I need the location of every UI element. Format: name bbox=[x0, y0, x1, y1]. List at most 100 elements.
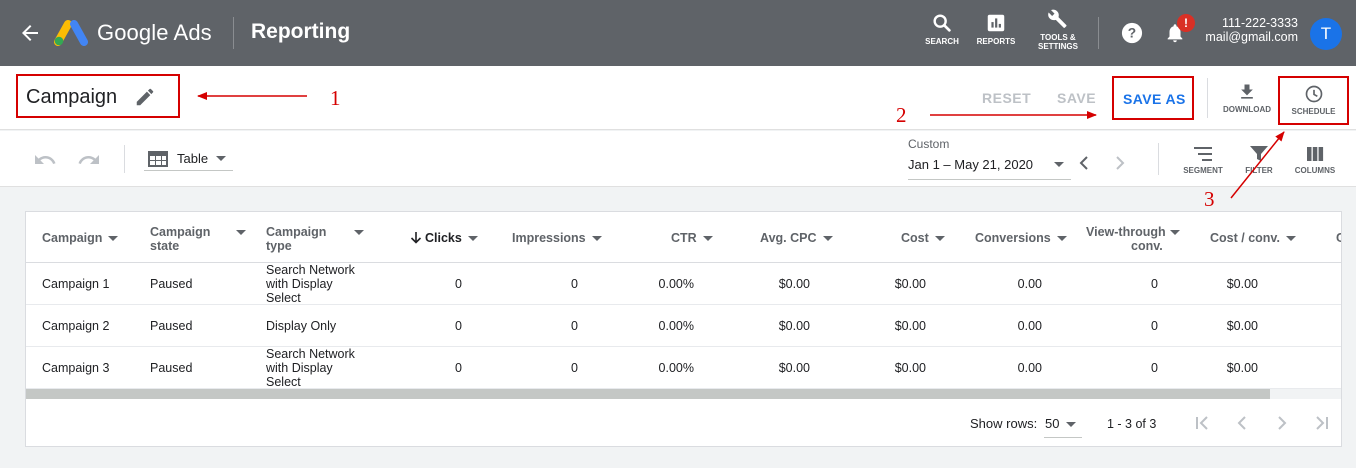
download-button[interactable]: DOWNLOAD bbox=[1220, 82, 1274, 114]
cell-ctr: 0.00% bbox=[658, 277, 694, 291]
column-header-clicks[interactable]: Clicks bbox=[410, 231, 478, 245]
redo-icon[interactable] bbox=[77, 148, 101, 172]
cell-campaign[interactable]: Campaign 2 bbox=[42, 319, 110, 333]
next-page-icon[interactable] bbox=[1272, 413, 1292, 433]
schedule-button[interactable]: SCHEDULE bbox=[1283, 84, 1344, 116]
reports-tool-button[interactable]: REPORTS bbox=[974, 12, 1018, 46]
column-header-label: Impressions bbox=[512, 231, 586, 245]
column-header-label: Campaign bbox=[266, 225, 327, 239]
cell-cost-per-conv: $0.00 bbox=[1226, 361, 1258, 375]
show-rows-label: Show rows: bbox=[970, 416, 1038, 431]
columns-label: COLUMNS bbox=[1294, 166, 1336, 175]
cell-impressions: 0 bbox=[571, 319, 578, 333]
column-header-conversions[interactable]: Conversions bbox=[975, 231, 1067, 245]
tools-settings-button[interactable]: TOOLS & SETTINGS bbox=[1035, 8, 1081, 51]
cell-avg-cpc: $0.00 bbox=[778, 361, 810, 375]
sort-caret-icon bbox=[1285, 236, 1296, 242]
toolbar-divider-right bbox=[1158, 143, 1159, 175]
annotation-box-schedule: SCHEDULE bbox=[1278, 76, 1349, 125]
cell-type-line: Search Network bbox=[266, 263, 355, 277]
help-icon[interactable]: ? bbox=[1121, 22, 1143, 44]
rows-per-page-dropdown[interactable]: 50 bbox=[1044, 412, 1082, 438]
cell-state: Paused bbox=[150, 319, 193, 333]
table-header: Campaign Campaign state Campaign type Clic… bbox=[26, 212, 1341, 263]
last-page-icon[interactable] bbox=[1312, 413, 1332, 433]
cell-type-line: Select bbox=[266, 291, 301, 305]
sort-caret-icon bbox=[467, 236, 478, 242]
cell-conversions: 0.00 bbox=[1017, 277, 1042, 291]
table-row[interactable]: Campaign 3 Paused Search Network with Dis… bbox=[26, 347, 1341, 389]
chevron-down-icon bbox=[1054, 162, 1064, 167]
scrollbar-thumb[interactable] bbox=[26, 389, 1270, 399]
column-header-view-through-conv[interactable]: View-through conv. bbox=[1086, 225, 1186, 253]
cell-state: Paused bbox=[150, 361, 193, 375]
sort-caret-icon bbox=[1170, 230, 1180, 235]
column-header-ctr[interactable]: CTR bbox=[671, 231, 713, 245]
avatar[interactable]: T bbox=[1310, 18, 1342, 50]
column-header-campaign[interactable]: Campaign bbox=[42, 231, 119, 245]
column-header-label: Clicks bbox=[425, 231, 462, 245]
search-tool-button[interactable]: SEARCH bbox=[922, 12, 962, 46]
account-email: mail@gmail.com bbox=[1205, 30, 1298, 44]
cell-cost-per-conv: $0.00 bbox=[1226, 319, 1258, 333]
column-header-campaign-type[interactable]: Campaign type bbox=[266, 225, 366, 253]
pencil-edit-icon[interactable] bbox=[134, 86, 156, 108]
cell-ctr: 0.00% bbox=[658, 319, 694, 333]
column-header-campaign-state[interactable]: Campaign state bbox=[150, 225, 250, 253]
cell-avg-cpc: $0.00 bbox=[778, 277, 810, 291]
cell-type-line: Select bbox=[266, 375, 301, 389]
previous-page-icon[interactable] bbox=[1232, 413, 1252, 433]
annotation-number-2: 2 bbox=[896, 103, 907, 127]
column-header-cost-per-conv[interactable]: Cost / conv. bbox=[1210, 231, 1296, 245]
column-header-truncated[interactable]: C bbox=[1336, 231, 1341, 245]
cell-campaign[interactable]: Campaign 3 bbox=[42, 361, 110, 375]
toolbar-divider bbox=[124, 145, 125, 173]
annotation-box-save-as: SAVE AS bbox=[1112, 76, 1194, 120]
segment-button[interactable]: SEGMENT bbox=[1176, 145, 1230, 175]
reset-button[interactable]: RESET bbox=[982, 90, 1032, 106]
cell-type-line: with Display bbox=[266, 277, 333, 291]
report-title: Campaign bbox=[26, 86, 118, 108]
view-type-label: Table bbox=[177, 151, 209, 166]
column-header-label: CTR bbox=[671, 231, 697, 245]
column-header-label: conv. bbox=[1131, 239, 1163, 253]
date-range-dropdown[interactable]: Jan 1 – May 21, 2020 bbox=[908, 154, 1071, 180]
column-header-label: View-through bbox=[1086, 225, 1166, 239]
sort-caret-icon bbox=[108, 236, 119, 242]
filter-button[interactable]: FILTER bbox=[1236, 145, 1282, 175]
cell-conversions: 0.00 bbox=[1017, 361, 1042, 375]
search-tool-label: SEARCH bbox=[925, 37, 959, 46]
schedule-label: SCHEDULE bbox=[1291, 107, 1336, 116]
undo-icon[interactable] bbox=[33, 148, 57, 172]
next-period-icon[interactable] bbox=[1113, 155, 1127, 171]
previous-period-icon[interactable] bbox=[1077, 155, 1091, 171]
horizontal-scrollbar[interactable] bbox=[26, 389, 1341, 399]
chevron-down-icon bbox=[216, 156, 226, 161]
download-icon bbox=[1241, 84, 1253, 99]
cell-type-line: Search Network bbox=[266, 347, 355, 361]
account-info[interactable]: 111-222-3333 mail@gmail.com bbox=[1205, 16, 1298, 44]
first-page-icon[interactable] bbox=[1192, 413, 1212, 433]
cell-cost: $0.00 bbox=[894, 319, 926, 333]
view-type-dropdown[interactable]: Table bbox=[144, 147, 233, 171]
column-header-label: Cost / conv. bbox=[1210, 231, 1280, 245]
sort-caret-icon bbox=[702, 236, 713, 242]
save-button[interactable]: SAVE bbox=[1057, 90, 1097, 106]
sort-caret-icon bbox=[1056, 236, 1067, 242]
cell-ctr: 0.00% bbox=[658, 361, 694, 375]
table-row[interactable]: Campaign 2 Paused Display Only 0 0 0.00%… bbox=[26, 305, 1341, 347]
save-as-button[interactable]: SAVE AS bbox=[1123, 91, 1186, 107]
table-row[interactable]: Campaign 1 Paused Search Network with Dis… bbox=[26, 263, 1341, 305]
report-title-bar: Campaign RESET SAVE SAVE AS DOWNLOAD SCH… bbox=[0, 66, 1356, 130]
column-header-avg-cpc[interactable]: Avg. CPC bbox=[760, 231, 833, 245]
search-icon bbox=[933, 14, 951, 32]
column-header-cost[interactable]: Cost bbox=[901, 231, 945, 245]
back-arrow-icon[interactable] bbox=[18, 21, 42, 45]
cell-campaign[interactable]: Campaign 1 bbox=[42, 277, 110, 291]
column-header-impressions[interactable]: Impressions bbox=[512, 231, 602, 245]
cell-type: Display Only bbox=[266, 319, 337, 333]
page-section-title: Reporting bbox=[251, 20, 351, 43]
google-ads-logo-icon bbox=[54, 20, 88, 46]
cell-clicks: 0 bbox=[455, 319, 462, 333]
columns-button[interactable]: COLUMNS bbox=[1289, 145, 1341, 175]
